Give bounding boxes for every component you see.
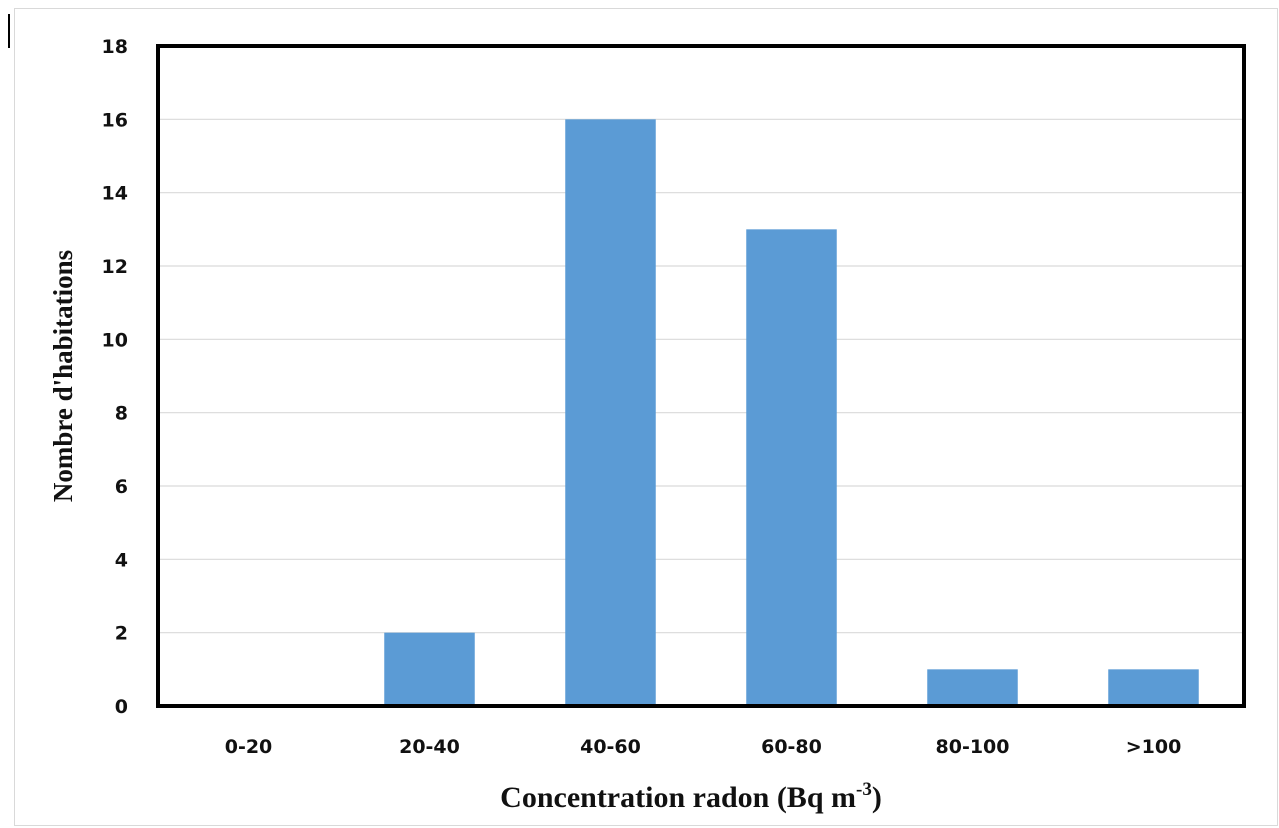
x-axis-title: Concentration radon (Bq m-3) bbox=[500, 779, 882, 814]
y-tick-label: 8 bbox=[115, 403, 128, 425]
x-tick-label: 20-40 bbox=[399, 736, 460, 758]
bar-80-100 bbox=[927, 669, 1018, 706]
y-tick-label: 18 bbox=[102, 36, 128, 58]
x-tick-label: 40-60 bbox=[580, 736, 641, 758]
x-tick-label: 60-80 bbox=[761, 736, 822, 758]
frame-edge-mark bbox=[8, 14, 10, 48]
y-tick-label: 0 bbox=[115, 696, 128, 718]
x-tick-label: 80-100 bbox=[936, 736, 1010, 758]
bars bbox=[384, 119, 1199, 707]
y-tick-label: 16 bbox=[102, 109, 128, 131]
bar-60-80 bbox=[746, 229, 837, 707]
y-tick-labels: 0 2 4 6 8 10 12 14 16 18 bbox=[102, 36, 128, 718]
y-tick-label: 14 bbox=[102, 183, 128, 205]
x-tick-label: 0-20 bbox=[225, 736, 273, 758]
y-tick-label: 2 bbox=[115, 623, 128, 645]
x-axis-title-suffix: ) bbox=[872, 781, 882, 814]
y-axis-title: Nombre d'habitations bbox=[48, 250, 78, 502]
x-axis-title-main: Concentration radon (Bq m bbox=[500, 781, 856, 814]
x-axis-title-superscript: -3 bbox=[856, 779, 872, 800]
bar->100 bbox=[1108, 669, 1199, 706]
y-tick-label: 10 bbox=[102, 329, 128, 351]
y-tick-label: 4 bbox=[115, 549, 128, 571]
plot-border bbox=[156, 44, 1246, 708]
y-tick-label: 12 bbox=[102, 256, 128, 278]
bar-20-40 bbox=[384, 632, 475, 706]
gridlines bbox=[158, 118, 1244, 634]
bar-40-60 bbox=[565, 119, 656, 707]
x-tick-label: >100 bbox=[1126, 736, 1182, 758]
x-tick-labels: 0-20 20-40 40-60 60-80 80-100 >100 bbox=[225, 736, 1182, 758]
y-tick-label: 6 bbox=[115, 476, 128, 498]
